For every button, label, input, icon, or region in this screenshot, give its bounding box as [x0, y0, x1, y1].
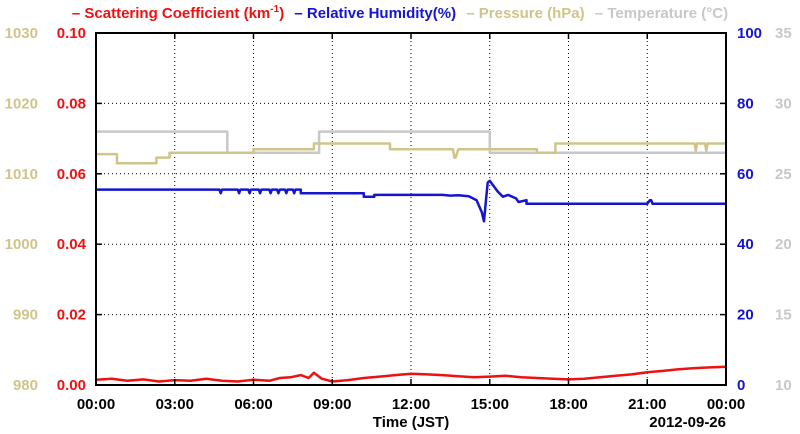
y-tick-label-pressure: 1030: [5, 25, 38, 42]
series-line-scattering: [95, 365, 727, 383]
y-tick-label-pressure: 1010: [5, 166, 38, 183]
y-tick-label-temperature: 15: [775, 307, 792, 324]
y-tick-label-pressure: 980: [13, 377, 38, 394]
y-tick-label-pressure: 990: [13, 307, 38, 324]
x-tick-label: 06:00: [234, 396, 272, 413]
legend-label-scattering: Scattering Coefficient (km: [84, 5, 271, 22]
legend-sup-scattering: -1: [270, 4, 280, 15]
x-tick-label: 12:00: [392, 396, 430, 413]
y-tick-label-temperature: 10: [775, 377, 792, 394]
y-tick-label-scattering: 0.10: [57, 25, 86, 42]
x-tick-label: 18:00: [549, 396, 587, 413]
series-line-temperature: [96, 130, 726, 154]
x-tick-label: 21:00: [628, 396, 666, 413]
legend-label-humidity: Relative Humidity(%): [306, 5, 457, 22]
y-tick-label-scattering: 0.08: [57, 95, 86, 112]
series-line-pressure: [96, 142, 726, 165]
date-label: 2012-09-26: [649, 414, 726, 431]
series-line-humidity: [96, 179, 726, 223]
y-tick-label-scattering: 0.04: [57, 236, 87, 253]
y-tick-label-humidity: 100: [737, 25, 762, 42]
legend-tail-scattering: ): [279, 5, 285, 22]
x-axis-label: Time (JST): [373, 414, 449, 431]
y-tick-label-temperature: 35: [775, 25, 792, 42]
chart-legend: – Scattering Coefficient (km-1) – Relati…: [0, 4, 800, 22]
legend-item-pressure: – Pressure (hPa): [466, 5, 585, 22]
y-tick-label-humidity: 60: [737, 166, 754, 183]
x-tick-label: 00:00: [77, 396, 115, 413]
y-tick-label-scattering: 0.06: [57, 166, 86, 183]
y-tick-label-temperature: 30: [775, 95, 792, 112]
x-tick-label: 00:00: [707, 396, 745, 413]
y-tick-label-pressure: 1020: [5, 95, 38, 112]
y-tick-label-scattering: 0.00: [57, 377, 86, 394]
y-tick-label-pressure: 1000: [5, 236, 38, 253]
x-tick-label: 09:00: [313, 396, 351, 413]
x-tick-label: 15:00: [471, 396, 509, 413]
y-tick-label-humidity: 80: [737, 95, 754, 112]
y-tick-label-scattering: 0.02: [57, 307, 86, 324]
y-tick-label-humidity: 40: [737, 236, 754, 253]
legend-item-temperature: – Temperature (°C): [594, 5, 729, 22]
legend-label-temperature: Temperature (°C): [607, 5, 729, 22]
y-tick-label-humidity: 0: [737, 377, 745, 394]
legend-item-scattering: – Scattering Coefficient (km-1): [71, 4, 285, 22]
x-tick-label: 03:00: [156, 396, 194, 413]
y-tick-label-humidity: 20: [737, 307, 754, 324]
legend-label-pressure: Pressure (hPa): [478, 5, 585, 22]
y-tick-label-temperature: 20: [775, 236, 792, 253]
legend-item-humidity: – Relative Humidity(%): [294, 5, 457, 22]
y-tick-label-temperature: 25: [775, 166, 792, 183]
